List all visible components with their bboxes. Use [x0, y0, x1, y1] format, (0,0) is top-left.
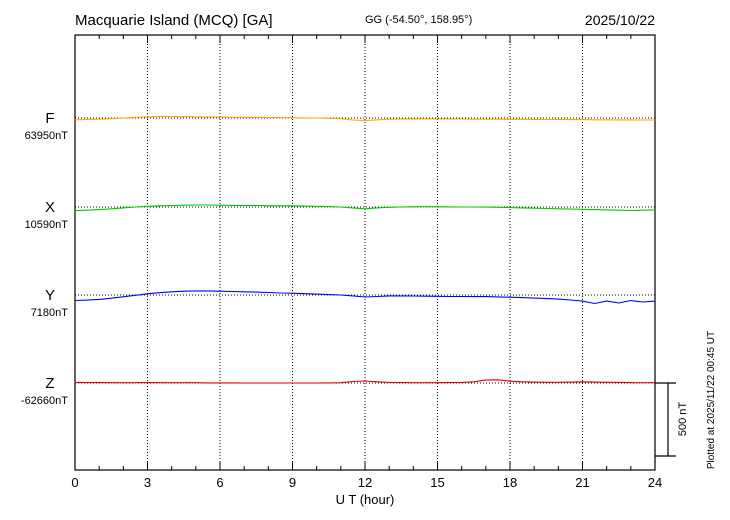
- series-letter-x: X: [45, 199, 55, 216]
- plot-date: 2025/10/22: [585, 12, 655, 28]
- series-baseline-value-x: 10590nT: [25, 219, 69, 231]
- series-letter-z: Z: [45, 375, 54, 392]
- x-tick-label: 9: [289, 475, 296, 490]
- x-tick-label: 0: [71, 475, 78, 490]
- trace-Y: [74, 290, 656, 305]
- series-baseline-value-f: 63950nT: [25, 130, 69, 142]
- x-tick-label: 15: [430, 475, 444, 490]
- station-title: Macquarie Island (MCQ) [GA]: [75, 12, 273, 29]
- chart-layer: 0 3 6 9 12 15 18 21 24: [71, 34, 676, 490]
- x-tick-label: 6: [216, 475, 223, 490]
- trace-F: [74, 115, 655, 122]
- x-axis-title: U T (hour): [336, 492, 395, 507]
- series-letter-y: Y: [45, 287, 55, 304]
- trace-Z: [74, 379, 655, 384]
- series-baseline-value-z: -62660nT: [21, 395, 68, 407]
- series-letter-f: F: [45, 110, 54, 127]
- scale-bar-label: 500 nT: [677, 402, 689, 437]
- station-coordinates: GG (-54.50°, 158.95°): [365, 14, 472, 26]
- trace-X: [74, 204, 656, 212]
- series-baseline-value-y: 7180nT: [31, 307, 69, 319]
- x-tick-label: 3: [144, 475, 151, 490]
- plotted-at-note: Plotted at 2025/11/22 00:45 UT: [706, 331, 717, 469]
- x-tick-label: 18: [503, 475, 517, 490]
- x-tick-label: 21: [575, 475, 589, 490]
- x-tick-label: 12: [358, 475, 372, 490]
- x-tick-label: 24: [648, 475, 662, 490]
